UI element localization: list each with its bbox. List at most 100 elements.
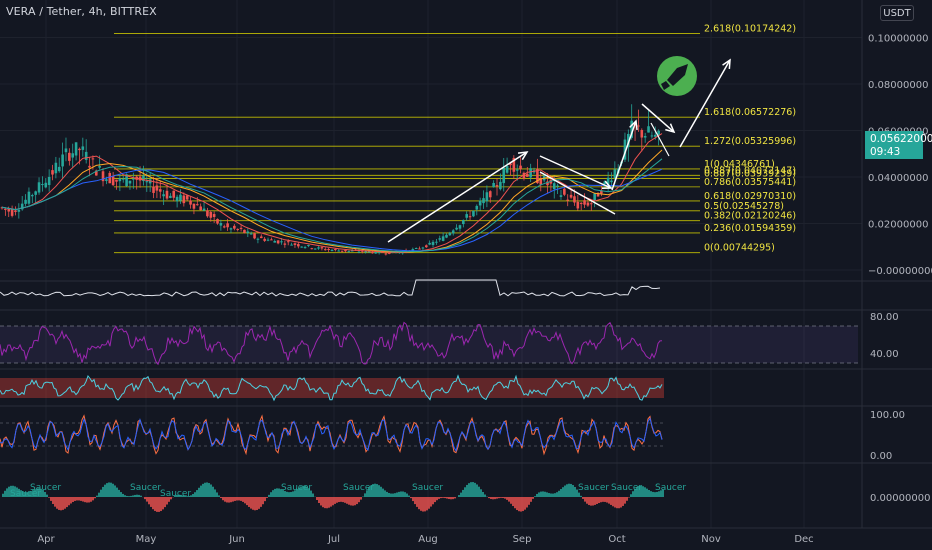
candle-body — [320, 247, 324, 249]
ao-bar — [288, 492, 290, 497]
ao-bar — [602, 497, 604, 502]
ao-bar — [598, 497, 600, 504]
candle-body — [263, 238, 266, 241]
ao-bar — [550, 493, 552, 497]
ao-bar — [370, 485, 372, 497]
trend-arrow-down-1 — [539, 155, 612, 189]
ao-bar — [16, 487, 18, 497]
ao-bar — [338, 497, 340, 503]
ao-bar — [438, 497, 440, 499]
volume-line — [0, 279, 661, 297]
ao-bar — [214, 489, 216, 497]
ao-bar — [428, 497, 430, 509]
channel-line — [539, 171, 616, 215]
ao-bar — [254, 497, 256, 511]
ma-teal-line — [1, 158, 663, 253]
ao-bar — [80, 497, 82, 501]
ao-bar — [168, 497, 170, 502]
candle-body — [303, 247, 307, 249]
trend-arrows[interactable] — [387, 58, 731, 243]
symbol-title[interactable]: VERA / Tether, 4h, BITTREX — [6, 5, 157, 18]
candle-body — [428, 242, 431, 245]
ao-bar — [636, 486, 638, 497]
saucer-signal-label: Saucer — [130, 483, 161, 493]
ma-slow-line — [1, 168, 663, 252]
ao-bar — [506, 497, 508, 500]
candle-body — [344, 249, 347, 252]
ao-bar — [48, 497, 50, 498]
ao-bar — [618, 497, 620, 509]
ao-bar — [262, 497, 264, 505]
ao-bar — [498, 497, 500, 499]
candle-body — [81, 146, 85, 150]
ao-bar — [528, 497, 530, 505]
rocket-icon — [657, 56, 697, 96]
candle-body — [499, 181, 502, 190]
stoch-k-line — [0, 414, 663, 456]
ao-bar — [588, 497, 590, 506]
ao-bar — [480, 489, 482, 497]
candle-body — [536, 168, 539, 184]
time-axis[interactable]: Apr May Jun Jul Aug Sep Oct Nov Dec — [37, 534, 813, 545]
ao-bar — [452, 497, 454, 500]
candle-body — [222, 226, 226, 228]
ao-bar — [530, 497, 532, 502]
ao-bar — [594, 497, 596, 505]
ao-bar — [238, 497, 240, 501]
ao-bar — [564, 485, 566, 497]
ao-bar — [540, 491, 542, 497]
currency-button[interactable]: USDT — [880, 5, 914, 21]
candle-body — [371, 252, 374, 254]
candle-body — [10, 209, 14, 216]
price-axis[interactable]: 0.100000000.080000000.060000000.04000000… — [868, 34, 932, 505]
ao-bar — [162, 497, 164, 510]
ao-bar — [458, 495, 460, 497]
candle-body — [138, 176, 142, 181]
candle-body — [27, 191, 31, 204]
saucer-signal-label: Saucer — [578, 483, 609, 493]
candle-body — [509, 163, 512, 166]
candle-body — [596, 193, 600, 197]
candle-body — [566, 199, 570, 201]
ao-bar — [468, 483, 470, 497]
candle-body — [286, 241, 290, 243]
ao-bar — [348, 497, 350, 505]
ao-bar — [424, 497, 426, 512]
ao-bar — [352, 497, 354, 506]
ao-bar — [246, 497, 248, 506]
ao-bar — [552, 493, 554, 497]
ao-bar — [634, 488, 636, 497]
candle-body — [374, 250, 378, 254]
candle-body — [259, 236, 263, 239]
ao-bar — [622, 497, 624, 506]
ao-bar — [310, 490, 312, 497]
price-tick-label: 0.08000000 — [868, 80, 928, 91]
fibonacci-retracement[interactable]: 0(0.00744295) 0.236(0.01594359)0.382(0.02… — [114, 23, 796, 254]
candle-body — [118, 178, 122, 182]
ao-bar — [124, 495, 126, 497]
fib-level-label: 2.618(0.10174242) — [704, 23, 796, 34]
ao-bar — [420, 497, 422, 511]
ao-bar — [356, 497, 358, 505]
ao-bar — [360, 497, 362, 500]
ao-bar — [654, 492, 656, 497]
ao-bar — [222, 497, 224, 501]
candle-body — [589, 203, 593, 205]
candle-body — [647, 126, 650, 133]
ma-fast-line — [1, 133, 663, 253]
candle-body — [455, 227, 458, 230]
candle-body — [475, 205, 479, 210]
ao-bar — [384, 490, 386, 497]
ao-bar — [434, 497, 436, 503]
candle-body — [515, 169, 519, 171]
ao-bar — [554, 493, 556, 497]
ao-bar — [8, 486, 10, 497]
candle-body — [172, 190, 176, 198]
candle-body — [88, 165, 91, 168]
ao-bar — [42, 490, 44, 497]
candle-body — [236, 228, 240, 230]
candle-body — [593, 193, 596, 201]
ao-bar — [206, 482, 208, 497]
ao-bar — [404, 492, 406, 497]
